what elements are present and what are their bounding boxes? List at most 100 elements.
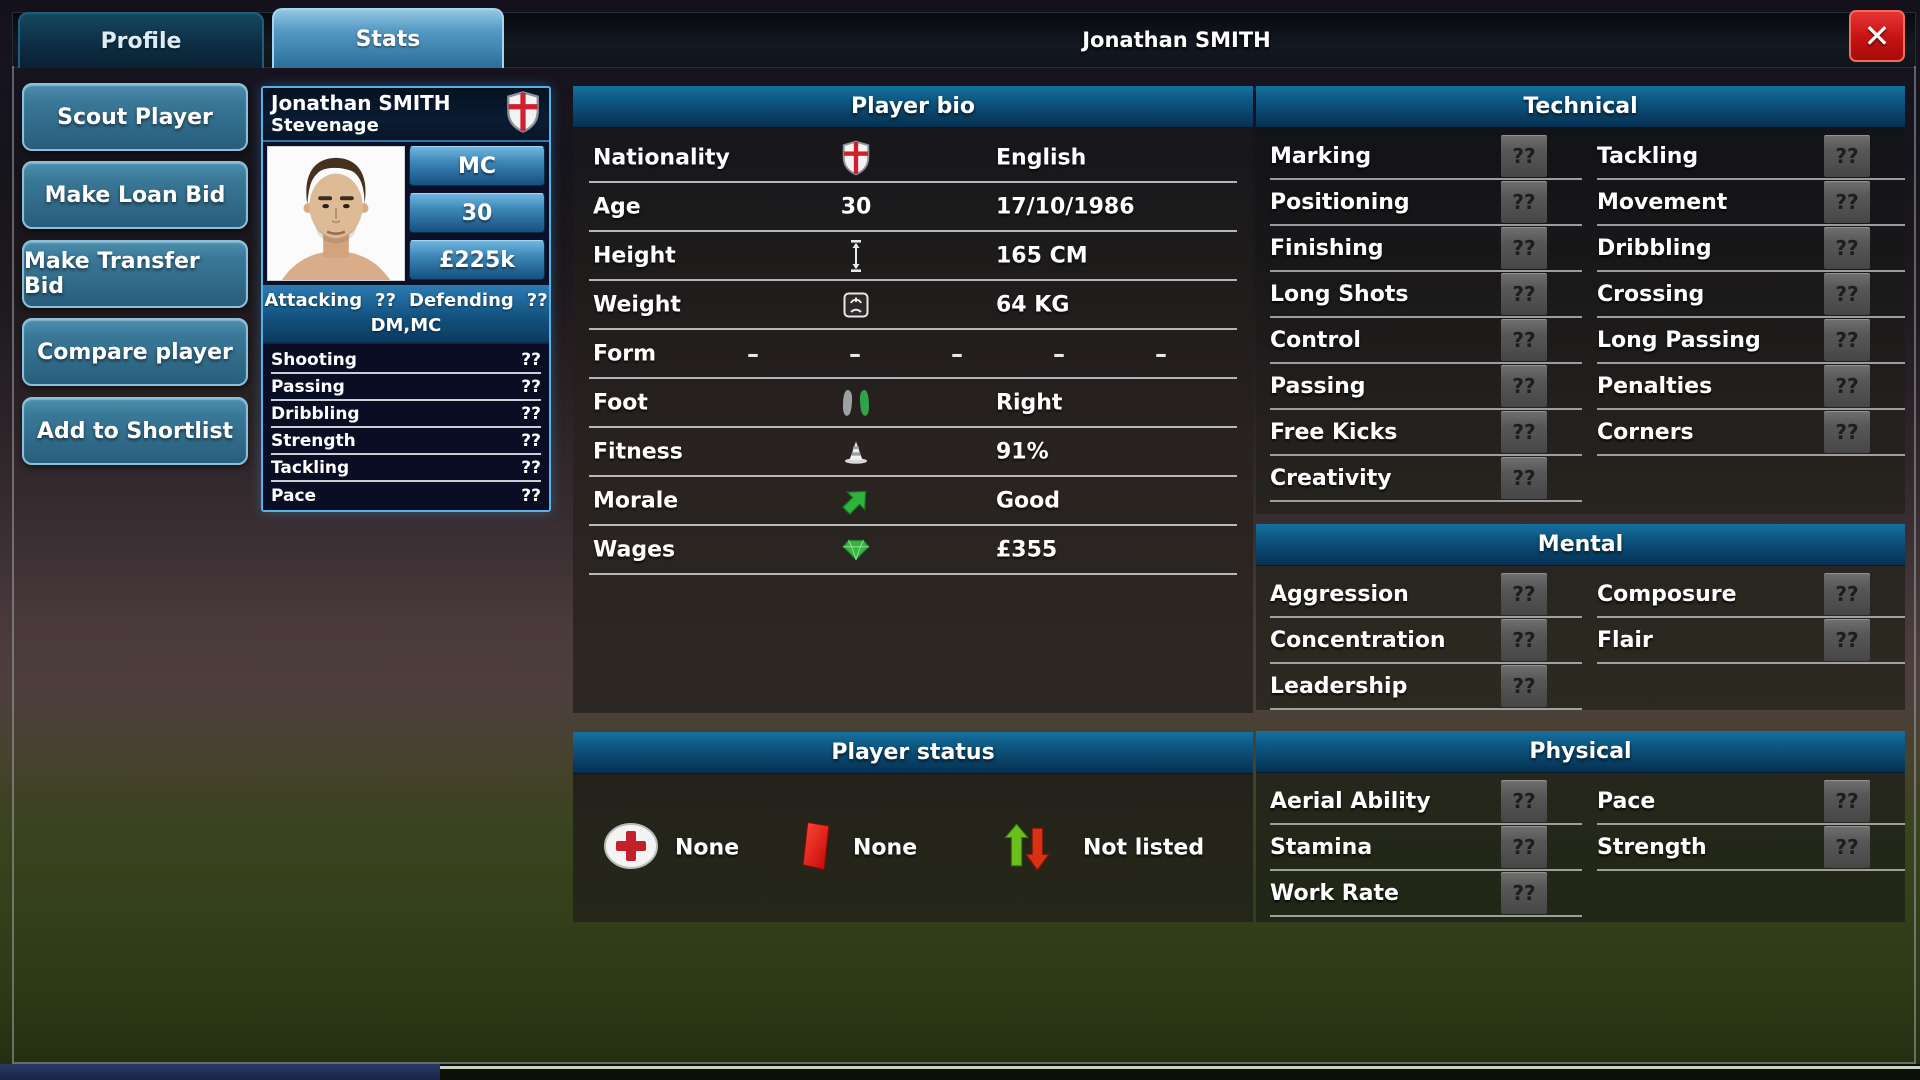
attribute-row: Crossing?? — [1597, 272, 1905, 318]
page-title: Jonathan SMITH — [1082, 28, 1271, 52]
height-icon — [849, 239, 863, 272]
attribute-label: Creativity — [1270, 465, 1392, 491]
attribute-value-box: ?? — [1824, 573, 1870, 615]
form-dash: – — [747, 339, 759, 368]
attribute-row: Long Passing?? — [1597, 318, 1905, 364]
form-dash: – — [1053, 339, 1065, 368]
attribute-value-box: ?? — [1824, 365, 1870, 407]
scout-player-button[interactable]: Scout Player — [22, 83, 248, 151]
player-photo — [267, 146, 405, 281]
attribute-label: Leadership — [1270, 673, 1408, 699]
mini-stat-value: ?? — [521, 403, 541, 424]
bio-row-form: Form – – – – – — [589, 330, 1237, 379]
attribute-value-box: ?? — [1501, 665, 1547, 707]
bio-row-foot: Foot Right — [589, 379, 1237, 428]
mini-stat-row: Dribbling?? — [271, 401, 541, 428]
make-loan-bid-button[interactable]: Make Loan Bid — [22, 161, 248, 229]
bio-label: Fitness — [593, 439, 683, 464]
mental-title: Mental — [1256, 524, 1905, 566]
bio-label: Wages — [593, 537, 676, 562]
attribute-value-box: ?? — [1824, 780, 1870, 822]
morale-arrow-icon — [841, 486, 871, 516]
mini-stat-label: Shooting — [271, 349, 357, 370]
player-portrait — [268, 147, 404, 280]
bio-label: Height — [593, 243, 676, 268]
bio-row-height: Height 165 CM — [589, 232, 1237, 281]
bottom-bar — [0, 1064, 1920, 1080]
player-status-title: Player status — [573, 732, 1253, 774]
fitness-cone-icon — [843, 440, 869, 464]
pill-label: MC — [457, 153, 497, 179]
attribute-value-box: ?? — [1501, 872, 1547, 914]
attribute-value-box: ?? — [1824, 619, 1870, 661]
attribute-label: Aerial Ability — [1270, 788, 1431, 814]
bio-row-morale: Morale Good — [589, 477, 1237, 526]
bio-value: 64 KG — [996, 292, 1070, 317]
tab-profile[interactable]: Profile — [18, 12, 264, 68]
bio-label: Morale — [593, 488, 679, 513]
attribute-value-box: ?? — [1501, 826, 1547, 868]
mini-stat-value: ?? — [521, 485, 541, 506]
pill-label: 30 — [461, 200, 493, 226]
attribute-row: Marking?? — [1270, 134, 1582, 180]
attacking-value: ?? — [375, 290, 397, 311]
bio-value: English — [996, 145, 1087, 170]
bio-value: Right — [996, 390, 1063, 415]
form-dash: – — [849, 339, 861, 368]
bio-label: Weight — [593, 292, 681, 317]
attribute-row: Strength?? — [1597, 825, 1905, 871]
attribute-value-box: ?? — [1824, 227, 1870, 269]
attribute-value-box: ?? — [1501, 573, 1547, 615]
attribute-row: Work Rate?? — [1270, 871, 1582, 917]
attribute-label: Work Rate — [1270, 880, 1399, 906]
bio-value: £355 — [996, 537, 1058, 562]
attribute-row: Concentration?? — [1270, 618, 1582, 664]
close-icon: ✕ — [1863, 17, 1891, 55]
bio-value: 165 CM — [996, 243, 1088, 268]
mini-stat-label: Pace — [271, 485, 317, 506]
mini-stat-label: Strength — [271, 430, 356, 451]
tab-stats[interactable]: Stats — [272, 8, 504, 68]
position-pill: MC — [409, 146, 545, 186]
bio-value: Good — [996, 488, 1061, 513]
attribute-label: Passing — [1270, 373, 1366, 399]
physical-panel: Physical Aerial Ability?? Stamina?? Work… — [1256, 731, 1905, 922]
attribute-label: Finishing — [1270, 235, 1384, 261]
close-button[interactable]: ✕ — [1849, 10, 1905, 62]
mini-stat-label: Passing — [271, 376, 345, 397]
red-card-icon — [798, 820, 834, 876]
button-label: Add to Shortlist — [36, 418, 234, 444]
bio-mid-value: 30 — [840, 194, 872, 219]
technical-left-column: Marking?? Positioning?? Finishing?? Long… — [1270, 134, 1582, 502]
attribute-row: Flair?? — [1597, 618, 1905, 664]
make-transfer-bid-button[interactable]: Make Transfer Bid — [22, 240, 248, 308]
add-to-shortlist-button[interactable]: Add to Shortlist — [22, 397, 248, 465]
player-bio-title: Player bio — [573, 86, 1253, 128]
attribute-label: Free Kicks — [1270, 419, 1398, 445]
attribute-value-box: ?? — [1824, 319, 1870, 361]
player-bio-panel: Player bio Nationality English Age 30 17… — [573, 86, 1253, 713]
transfer-arrows-icon — [1003, 822, 1051, 874]
attribute-value-box: ?? — [1824, 826, 1870, 868]
attribute-row: Long Shots?? — [1270, 272, 1582, 318]
bio-label: Form — [593, 341, 657, 366]
bio-row-wages: Wages £355 — [589, 526, 1237, 575]
compare-player-button[interactable]: Compare player — [22, 318, 248, 386]
attribute-row: Free Kicks?? — [1270, 410, 1582, 456]
button-label: Compare player — [37, 339, 233, 365]
mini-stat-value: ?? — [521, 457, 541, 478]
bio-label: Age — [593, 194, 641, 219]
mini-stat-row: Passing?? — [271, 374, 541, 401]
mental-left-column: Aggression?? Concentration?? Leadership?… — [1270, 572, 1582, 710]
attribute-row: Stamina?? — [1270, 825, 1582, 871]
mini-stat-row: Pace?? — [271, 482, 541, 509]
attribute-value-box: ?? — [1501, 181, 1547, 223]
attribute-label: Long Shots — [1270, 281, 1409, 307]
attribute-label: Control — [1270, 327, 1361, 353]
attribute-row: Movement?? — [1597, 180, 1905, 226]
suspension-status: None — [853, 835, 918, 861]
attribute-row: Control?? — [1270, 318, 1582, 364]
form-dash: – — [1155, 339, 1167, 368]
wages-gem-icon — [842, 539, 870, 561]
